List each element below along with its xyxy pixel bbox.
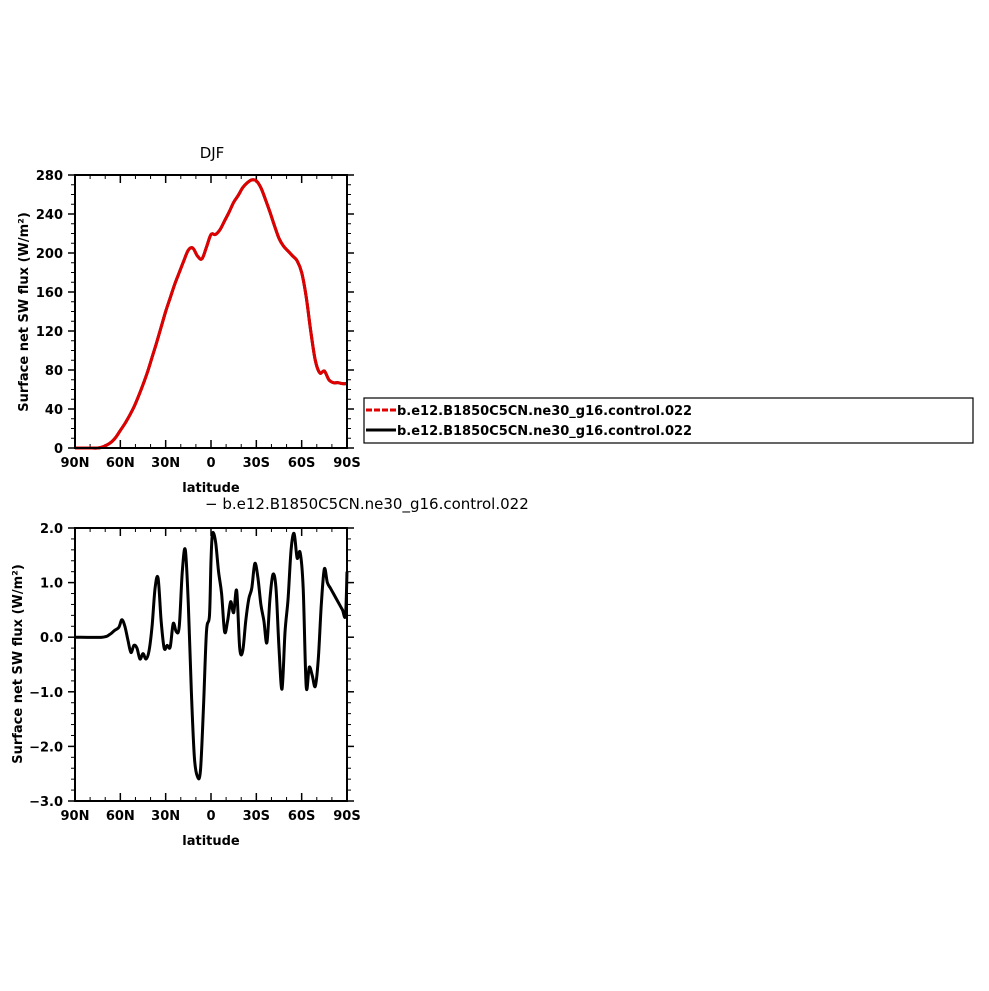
y-tick-label: 160: [36, 286, 63, 301]
y-tick-label: 240: [36, 208, 63, 223]
y-tick-label: 120: [36, 325, 63, 340]
x-tick-label: 30N: [151, 456, 180, 471]
top-axis-ticks: 90N 60N 30N 0 30S 60S 90S 0 40 80 120 160 200 240 280: [36, 169, 361, 471]
x-tick-label: 90N: [61, 809, 90, 824]
top-x-axis-label: latitude: [182, 481, 240, 496]
bottom-chart-title: − b.e12.B1850C5CN.ne30_g16.control.022: [205, 495, 529, 514]
series-line-0-1: [75, 180, 347, 448]
x-tick-label: 60N: [106, 456, 135, 471]
series-line-0-0: [75, 180, 347, 448]
y-tick-label: 0.0: [40, 631, 63, 646]
y-tick-label: 40: [45, 403, 63, 418]
y-tick-label: 1.0: [40, 577, 63, 592]
x-tick-label: 30N: [151, 809, 180, 824]
x-tick-label: 60S: [288, 456, 315, 471]
bottom-series-lines: [75, 532, 347, 778]
legend-entry-2: b.e12.B1850C5CN.ne30_g16.control.022: [397, 424, 692, 439]
y-tick-label: 0: [54, 442, 63, 457]
legend-entry-1: b.e12.B1850C5CN.ne30_g16.control.022: [397, 404, 692, 419]
y-tick-label: 80: [45, 364, 63, 379]
y-tick-label: −1.0: [29, 686, 63, 701]
bottom-x-axis-label: latitude: [182, 834, 240, 849]
x-tick-label: 0: [206, 809, 215, 824]
series-line-1-0: [75, 532, 347, 778]
x-tick-label: 0: [206, 456, 215, 471]
y-tick-label: 2.0: [40, 522, 63, 537]
y-tick-label: 200: [36, 247, 63, 262]
x-tick-label: 90S: [333, 456, 360, 471]
top-chart-title: DJF: [200, 144, 225, 162]
top-series-lines: [75, 180, 347, 448]
x-tick-label: 90N: [61, 456, 90, 471]
x-tick-label: 30S: [243, 809, 270, 824]
x-tick-label: 90S: [333, 809, 360, 824]
top-y-axis-label: Surface net SW flux (W/m²): [17, 212, 32, 412]
x-tick-label: 30S: [243, 456, 270, 471]
x-tick-label: 60N: [106, 809, 135, 824]
y-tick-label: −3.0: [29, 795, 63, 810]
x-tick-label: 60S: [288, 809, 315, 824]
bottom-y-axis-label: Surface net SW flux (W/m²): [11, 564, 26, 764]
bottom-panel: − b.e12.B1850C5CN.ne30_g16.control.022 l…: [11, 495, 529, 849]
top-panel: DJF latitude Surface net SW flux (W/m²) …: [17, 144, 361, 496]
y-tick-label: −2.0: [29, 740, 63, 755]
legend-box: b.e12.B1850C5CN.ne30_g16.control.022 b.e…: [364, 398, 973, 443]
top-plot-frame: [75, 175, 347, 448]
y-tick-label: 280: [36, 169, 63, 184]
